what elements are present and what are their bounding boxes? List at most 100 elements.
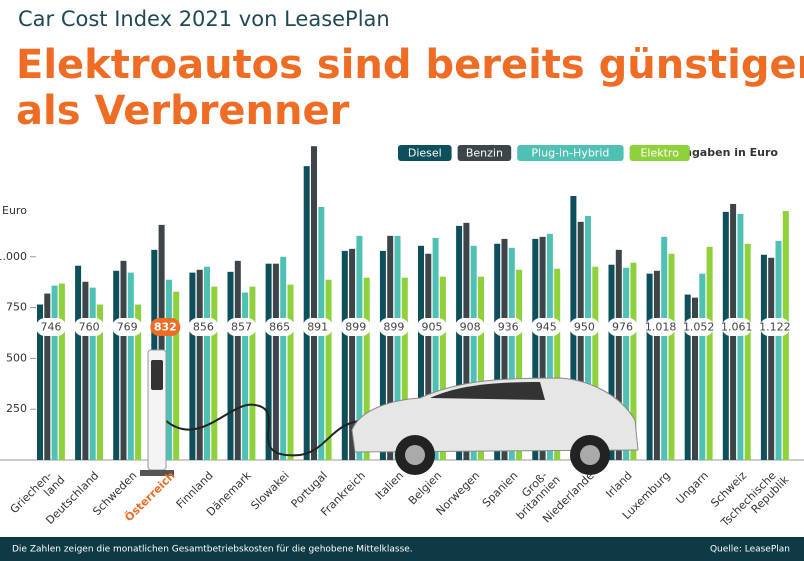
x-tick-label: TschechischeRepublik: [718, 464, 792, 538]
bar: [272, 263, 279, 460]
x-tick-label: Italien: [373, 469, 406, 502]
index-pill: [378, 318, 409, 336]
bar: [737, 213, 744, 460]
bar: [546, 233, 553, 460]
index-label: 769: [117, 321, 138, 334]
index-label: 945: [536, 321, 557, 334]
x-tick-label: Ungarn: [673, 469, 711, 507]
index-label: 746: [41, 321, 62, 334]
bar: [630, 262, 637, 460]
unit-note: Angaben in Euro: [676, 146, 779, 159]
index-pill: [645, 318, 676, 336]
index-pill: [36, 318, 66, 336]
index-pill: [150, 318, 181, 336]
legend-label: Elektro: [640, 147, 679, 160]
index-label: 905: [422, 321, 443, 334]
bar: [97, 304, 103, 460]
index-pill: [569, 318, 600, 336]
index-pill: [226, 318, 257, 336]
bar: [394, 235, 401, 460]
bar: [242, 292, 249, 460]
bar: [227, 271, 234, 460]
legend-label: Plug-in-Hybrid: [531, 147, 609, 160]
bar: [379, 250, 386, 460]
bar: [196, 269, 203, 460]
bar: [608, 264, 615, 460]
index-pill: [493, 318, 524, 336]
bar: [760, 254, 767, 460]
index-label: 976: [612, 321, 633, 334]
index-pill: [302, 318, 333, 336]
illustration: [140, 349, 639, 476]
x-tick-label: Slowakei: [248, 469, 291, 512]
bar: [478, 276, 484, 460]
bar: [234, 260, 241, 460]
bar: [58, 283, 65, 460]
index-label: 760: [79, 321, 100, 334]
bar: [89, 287, 96, 460]
bar: [387, 235, 394, 460]
legend-swatch: [629, 145, 690, 161]
y-axis-label: Euro: [2, 204, 27, 217]
index-pill: [112, 318, 143, 336]
bar: [623, 267, 630, 460]
index-pill: [264, 318, 295, 336]
index-label: 1.018: [645, 321, 677, 334]
bar: [249, 286, 256, 460]
bar: [699, 273, 706, 460]
bar: [653, 270, 660, 460]
bar: [768, 257, 775, 460]
legend-label: Benzin: [466, 147, 503, 160]
bar: [356, 235, 363, 460]
y-tick-label: 1.000: [0, 250, 27, 263]
source: Quelle: LeasePlan: [710, 545, 790, 555]
index-label: 936: [498, 321, 519, 334]
bar: [165, 279, 172, 460]
bar: [692, 297, 698, 460]
footer-bar: [0, 537, 804, 561]
bar: [775, 240, 782, 460]
bar: [303, 166, 310, 460]
index-pill: [607, 318, 638, 336]
bar: [463, 222, 470, 460]
index-label: 891: [307, 321, 328, 334]
bar: [401, 277, 408, 460]
bar: [470, 245, 477, 460]
bar: [508, 247, 515, 460]
legend-label: Diesel: [408, 147, 442, 160]
bar: [661, 236, 668, 460]
bar: [265, 263, 272, 460]
legend-swatch: [457, 145, 512, 161]
index-label: 856: [193, 321, 214, 334]
index-label: 1.122: [759, 321, 791, 334]
note: Die Zahlen zeigen die monatlichen Gesamt…: [12, 545, 413, 555]
x-tick-label: Irland: [603, 469, 634, 500]
bar: [494, 243, 501, 460]
bar: [349, 248, 356, 460]
bar: [127, 272, 134, 460]
index-label: 865: [269, 321, 290, 334]
bar: [325, 279, 332, 460]
title-line: Elektroautos sind bereits günstiger: [16, 42, 804, 88]
bar: [668, 253, 675, 460]
index-label: 1.052: [683, 321, 715, 334]
bars: [0, 146, 804, 461]
bar: [585, 215, 591, 460]
bar: [37, 304, 43, 460]
bar: [75, 265, 82, 460]
legend-swatch: [398, 145, 452, 161]
bar: [158, 224, 165, 460]
bar: [615, 249, 622, 460]
bar: [173, 291, 180, 460]
bar: [722, 211, 729, 460]
index-label: 832: [154, 321, 177, 334]
bar: [439, 276, 446, 460]
index-label: 950: [574, 321, 595, 334]
index-label: 1.061: [721, 321, 753, 334]
y-tick-label: 500: [6, 351, 27, 364]
bar: [456, 225, 463, 460]
bar: [646, 273, 653, 460]
bar: [425, 253, 432, 460]
bar: [539, 236, 546, 460]
